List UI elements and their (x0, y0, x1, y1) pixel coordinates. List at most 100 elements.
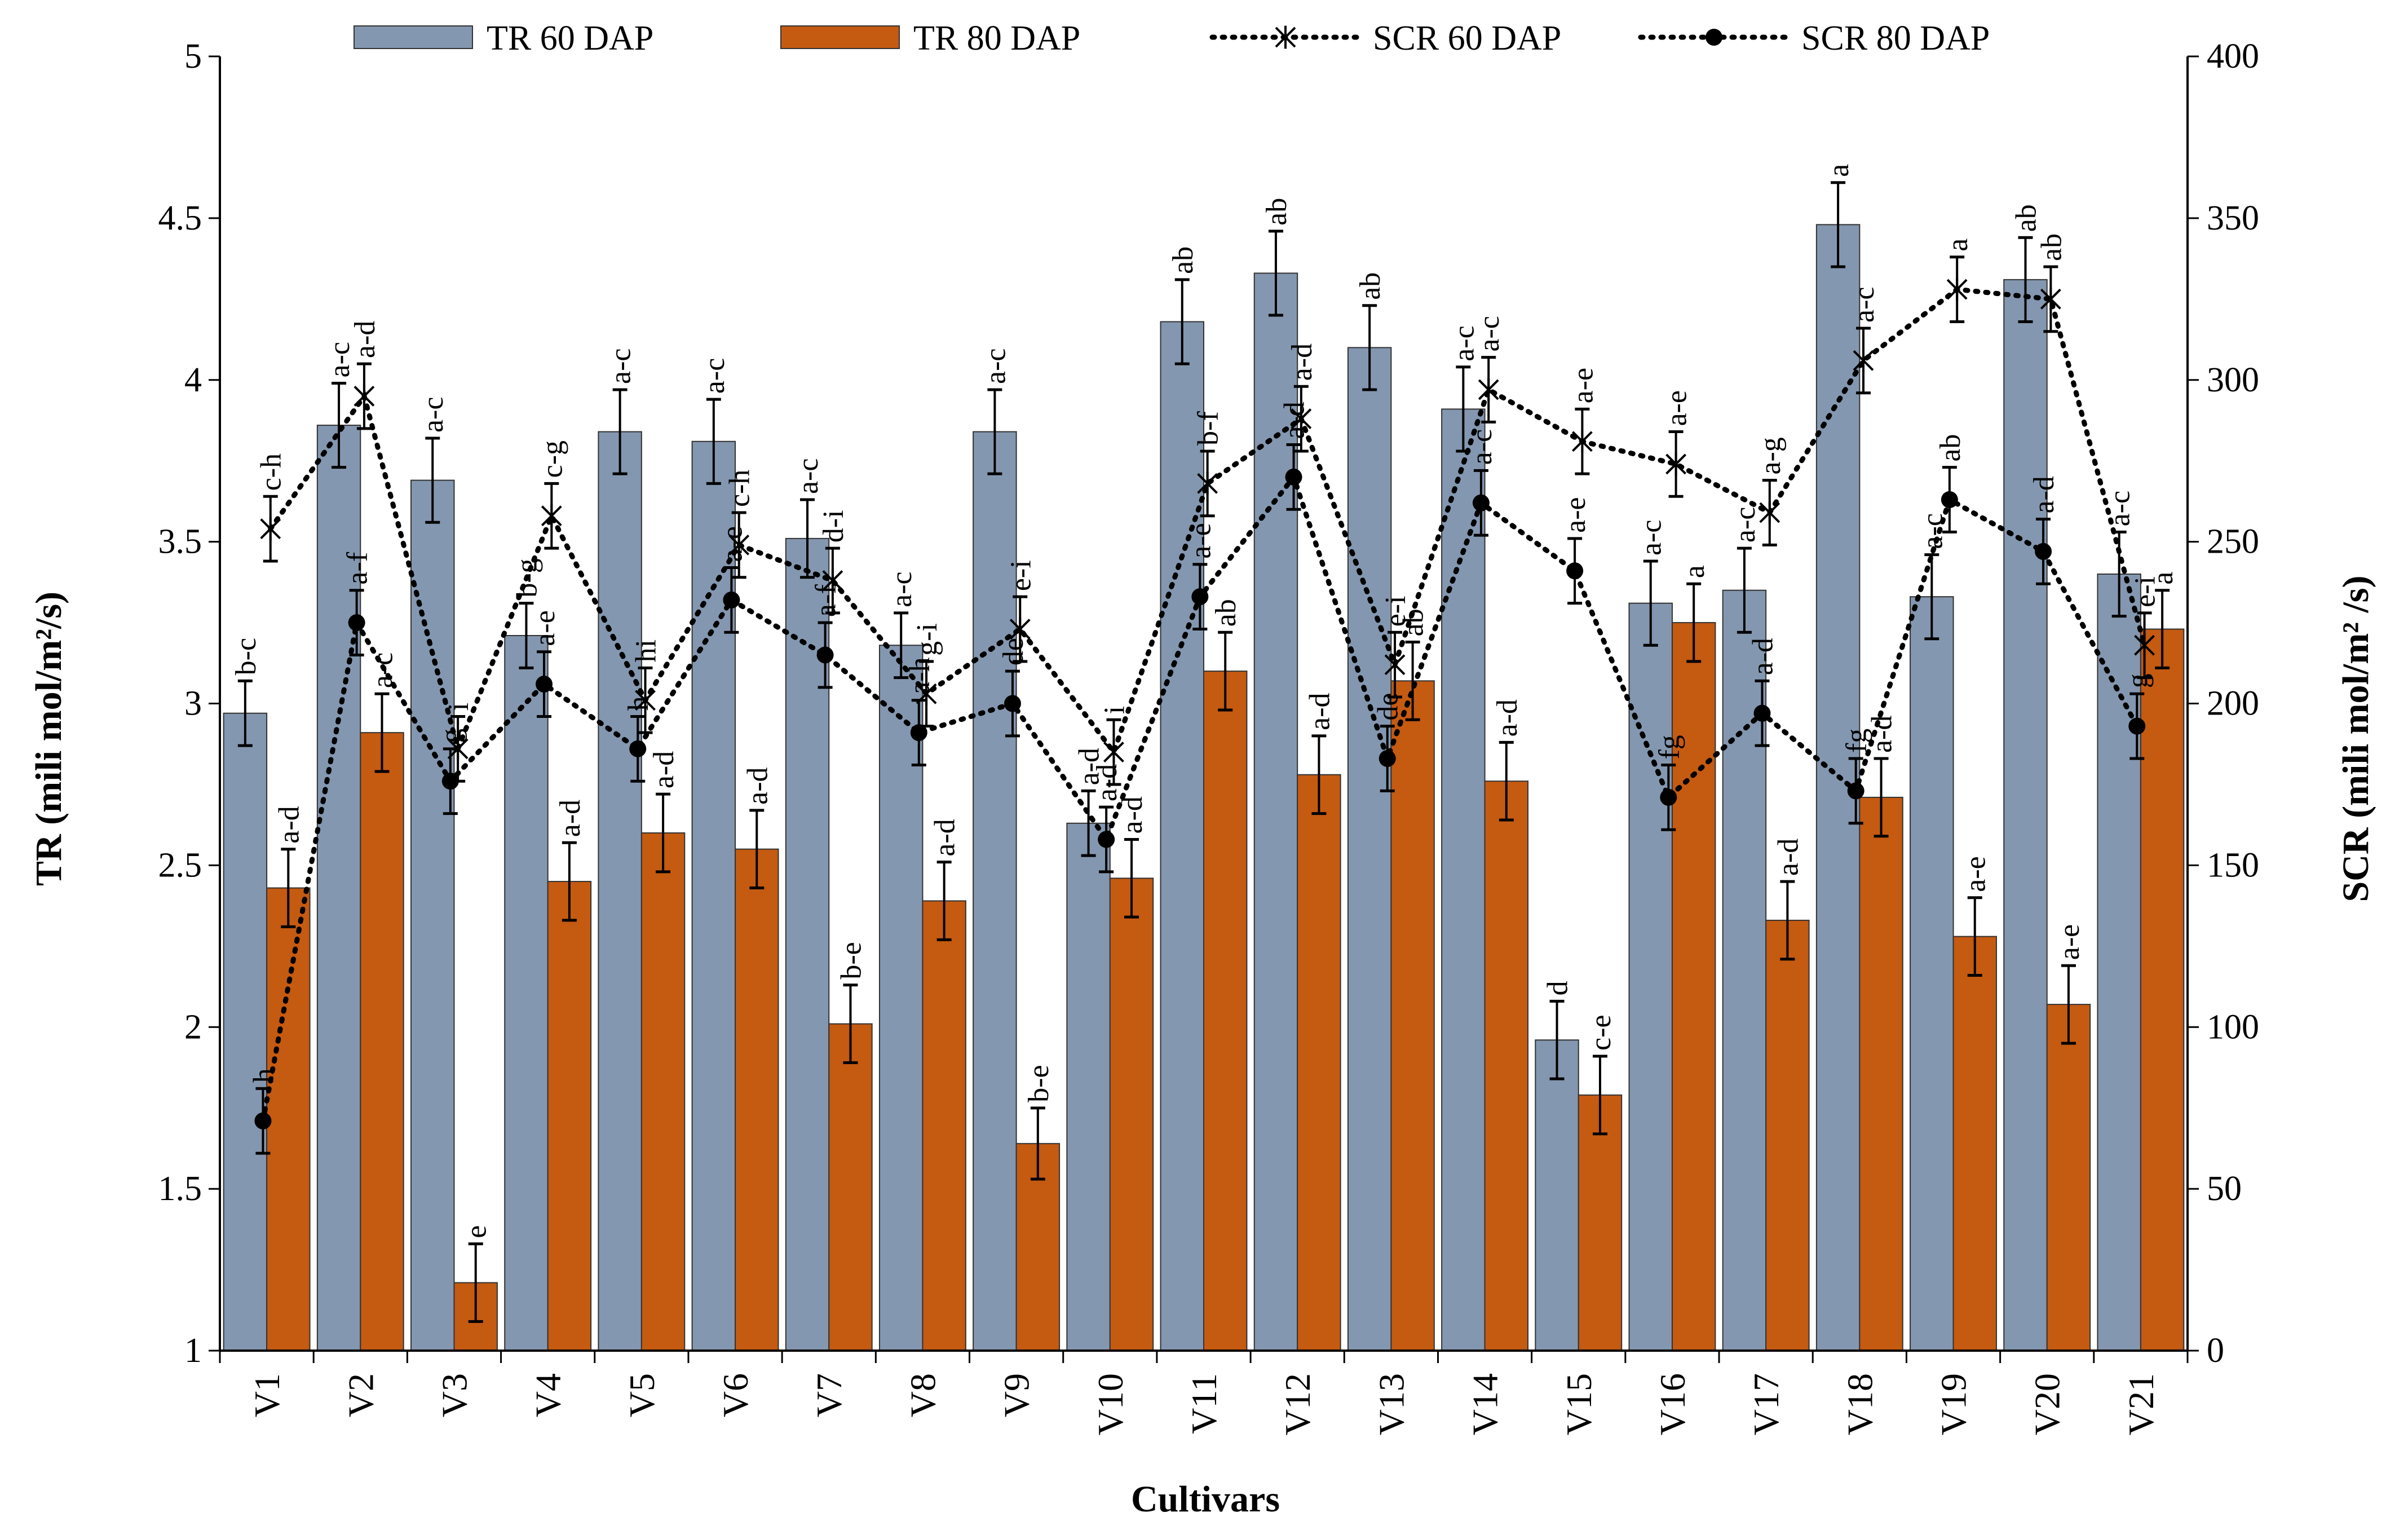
x-tick-label-V5: V5 (622, 1373, 662, 1417)
bar-tr80-V12 (1297, 774, 1341, 1351)
label-tr60-V17: a-c (1729, 507, 1761, 543)
y2-tick-label: 350 (2207, 199, 2259, 237)
label-scr80-V1: h (248, 1068, 280, 1083)
point-scr80-V21 (2128, 717, 2146, 735)
x-tick-label-V6: V6 (715, 1373, 755, 1417)
label-scr60-V4: c-g (536, 440, 568, 478)
bar-tr80-V10 (1109, 877, 1154, 1351)
bar-tr80-V14 (1484, 780, 1529, 1351)
label-tr60-V15: d (1542, 981, 1574, 995)
point-scr80-V4 (536, 676, 553, 693)
x-tick-label-V9: V9 (997, 1373, 1037, 1417)
y-tick-label: 3 (184, 685, 202, 723)
label-scr80-V13: de (1372, 693, 1404, 721)
label-scr80-V8: a-h (904, 657, 936, 694)
bar-tr60-V1 (223, 712, 268, 1351)
bar-tr80-V11 (1203, 671, 1248, 1351)
label-tr60-V6: a-c (699, 358, 731, 394)
label-tr80-V8: a-d (929, 819, 961, 856)
point-scr60-V12 (1291, 407, 1312, 430)
x-tick-label-V4: V4 (528, 1373, 568, 1417)
point-scr60-V10 (1103, 740, 1124, 764)
x-tick-label-V2: V2 (341, 1373, 381, 1417)
label-tr80-V21: a (2147, 572, 2179, 585)
x-tick-label-V20: V20 (2027, 1373, 2067, 1435)
label-tr80-V7: b-e (835, 942, 867, 979)
label-scr60-V18: a-c (1848, 286, 1880, 322)
label-scr60-V14: a-c (1473, 316, 1505, 351)
label-tr80-V6: a-d (741, 767, 774, 804)
y2-tick-label: 50 (2207, 1170, 2242, 1208)
label-scr80-V2: a-f (342, 552, 374, 584)
bar-tr60-V10 (1066, 822, 1111, 1351)
bar-tr60-V19 (1910, 596, 1954, 1351)
point-scr80-V10 (1098, 831, 1115, 848)
label-scr80-V14: a-c (1466, 429, 1498, 465)
y-tick-label: 1 (184, 1331, 202, 1370)
point-scr80-V5 (629, 740, 647, 757)
bar-tr60-V21 (2097, 574, 2141, 1351)
x-axis-title: Cultivars (1131, 1479, 1280, 1520)
x-tick-label-V1: V1 (247, 1373, 287, 1417)
legend-label-scr60: SCR 60 DAP (1373, 19, 1561, 58)
label-scr60-V5: hi (630, 640, 662, 662)
y-tick-label: 4 (184, 361, 202, 399)
bar-tr80-V6 (735, 848, 779, 1351)
label-scr80-V4: a-e (529, 610, 561, 646)
label-scr60-V11: b-f (1192, 411, 1225, 446)
label-scr80-V16: fg (1653, 735, 1685, 759)
y2-tick-label: 0 (2207, 1331, 2224, 1370)
label-scr60-V19: a (1942, 239, 1974, 252)
legend-swatch-tr80 (780, 25, 900, 49)
bar-tr60-V15 (1535, 1039, 1579, 1351)
label-scr80-V20: a-d (2028, 476, 2060, 513)
legend-label-tr80: TR 80 DAP (913, 19, 1080, 58)
y-axis-title: TR (mili mol/m²/s) (28, 592, 69, 886)
label-scr80-V10: a-d (1091, 764, 1123, 801)
x-tick-label-V11: V11 (1184, 1373, 1224, 1434)
label-tr60-V13: ab (1354, 272, 1386, 300)
label-tr80-V18: a-d (1866, 716, 1898, 753)
label-tr60-V9: a-c (979, 348, 1011, 383)
label-tr60-V1: b-c (230, 638, 262, 675)
point-scr80-V16 (1660, 788, 1677, 806)
x-tick-label-V16: V16 (1653, 1373, 1693, 1435)
label-tr60-V14: a-c (1448, 325, 1480, 361)
bar-tr60-V20 (2003, 279, 2048, 1352)
x-tick-label-V10: V10 (1090, 1373, 1130, 1435)
bar-tr60-V5 (598, 431, 642, 1351)
point-scr60-V7 (822, 569, 843, 592)
y2-tick-label: 150 (2207, 846, 2259, 884)
label-tr80-V16: a (1678, 565, 1711, 578)
label-tr60-V11: ab (1167, 246, 1199, 274)
point-scr80-V2 (348, 614, 365, 632)
label-tr80-V20: a-e (2053, 924, 2086, 960)
bar-tr80-V13 (1390, 680, 1435, 1351)
label-tr60-V20: ab (2010, 204, 2042, 232)
point-scr60-V13 (1384, 653, 1406, 677)
y2-axis-title: SCR (mili mol/m² /s) (2335, 576, 2376, 902)
label-scr60-V16: a-e (1661, 390, 1693, 426)
label-scr60-V15: a-e (1567, 368, 1599, 403)
label-tr60-V16: a-c (1636, 520, 1668, 555)
y-tick-label: 3.5 (158, 523, 202, 561)
y-tick-label: 1.5 (158, 1170, 202, 1208)
label-scr60-V12: a-d (1286, 343, 1318, 381)
label-tr80-V1: a-d (273, 806, 305, 843)
point-scr60-V6 (728, 533, 750, 557)
label-tr80-V9: b-e (1023, 1065, 1055, 1102)
label-tr60-V18: a (1823, 164, 1855, 177)
point-scr80-V17 (1753, 704, 1771, 722)
label-scr80-V5: h (622, 696, 655, 711)
point-scr80-V19 (1941, 491, 1958, 509)
bar-tr80-V17 (1765, 919, 1810, 1351)
bar-tr80-V5 (640, 832, 686, 1351)
bar-tr80-V8 (922, 900, 966, 1352)
bar-tr60-V11 (1160, 321, 1205, 1351)
bar-tr60-V14 (1441, 408, 1486, 1352)
point-scr60-V14 (1478, 378, 1499, 402)
x-tick-label-V21: V21 (2121, 1373, 2161, 1435)
point-scr60-V17 (1759, 501, 1780, 524)
bar-tr60-V6 (691, 440, 736, 1352)
